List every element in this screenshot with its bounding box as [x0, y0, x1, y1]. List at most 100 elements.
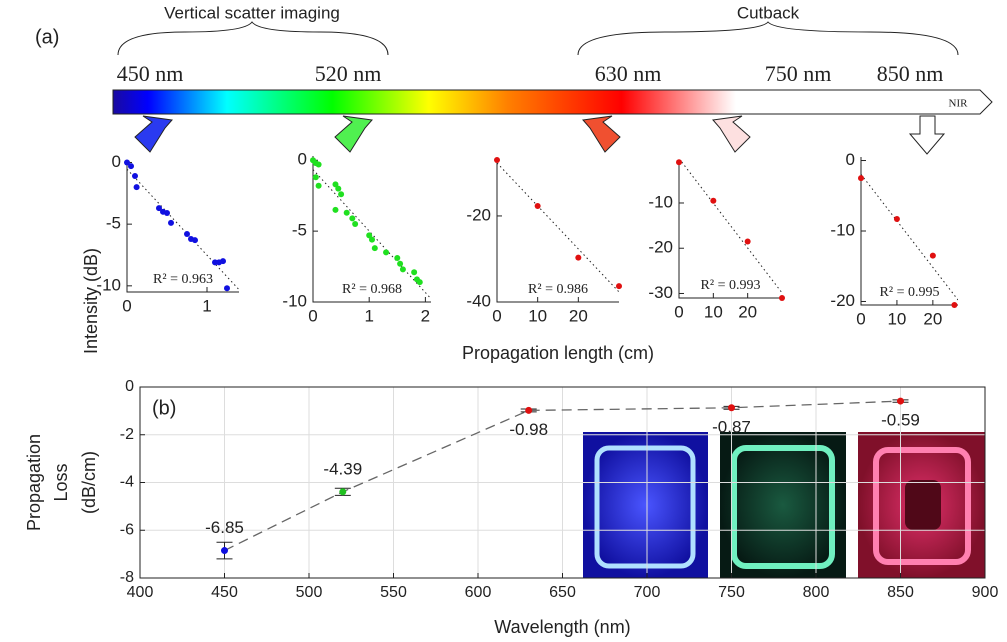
point — [416, 279, 423, 286]
value-label: -0.59 — [881, 411, 920, 430]
point — [369, 236, 375, 243]
point — [676, 159, 682, 166]
x-tick-label: 0 — [492, 306, 501, 325]
y-axis-label: Loss — [51, 463, 71, 501]
x-tick-label: 20 — [923, 309, 942, 328]
axes — [860, 157, 958, 306]
x-tick-label: 650 — [549, 584, 576, 601]
value-label: -0.87 — [712, 417, 751, 436]
value-label: -4.39 — [323, 459, 362, 478]
point — [383, 249, 390, 256]
x-tick-label: 400 — [127, 584, 154, 601]
y-tick-label: -5 — [292, 221, 307, 240]
y-tick-label: -10 — [830, 220, 855, 239]
y-tick-label: -8 — [120, 569, 134, 586]
panel-label: (a) — [35, 26, 59, 48]
y-tick-label: -10 — [96, 275, 121, 294]
x-tick-label: 10 — [887, 309, 906, 328]
point — [339, 488, 347, 496]
photo — [583, 432, 708, 578]
x-tick-label: 20 — [738, 302, 757, 321]
wavelength-label: 450 nm — [117, 61, 184, 86]
point — [335, 185, 342, 192]
point — [929, 252, 936, 259]
x-tick-label: 900 — [972, 584, 999, 601]
point — [220, 258, 226, 265]
fit-line — [127, 168, 239, 290]
point — [315, 182, 322, 189]
arrow — [712, 115, 751, 153]
point — [332, 181, 339, 188]
x-tick-label: 2 — [421, 306, 430, 325]
arrow — [134, 115, 173, 153]
point — [525, 406, 533, 414]
value-label: -6.85 — [205, 518, 244, 537]
point — [951, 302, 958, 308]
fit-line — [679, 160, 782, 294]
axes-box — [139, 386, 986, 579]
fit-line — [497, 162, 619, 293]
y-tick-label: -5 — [106, 214, 121, 233]
point — [371, 245, 378, 252]
group-label: Vertical scatter imaging — [164, 3, 340, 22]
point — [710, 197, 717, 204]
y-tick-label: -2 — [120, 426, 134, 443]
x-tick-label: 0 — [122, 296, 131, 315]
point — [779, 295, 785, 301]
x-tick-label: 450 — [211, 584, 238, 601]
x-tick-label: 500 — [296, 584, 323, 601]
point — [366, 232, 373, 239]
brace — [117, 21, 389, 56]
point — [394, 255, 401, 262]
point — [184, 231, 190, 238]
annotation: R² = 0.963 — [153, 272, 213, 287]
point — [124, 159, 130, 166]
point — [534, 203, 541, 210]
spectrum-bar — [112, 89, 993, 115]
x-tick-label: 550 — [380, 584, 407, 601]
photo-ring — [594, 445, 696, 569]
point — [411, 269, 418, 276]
axes — [312, 156, 431, 303]
y-tick-label: -40 — [466, 291, 491, 310]
y-axis-label: Intensity (dB) — [81, 248, 101, 354]
x-tick-label: 850 — [887, 584, 914, 601]
point — [349, 215, 356, 222]
arrow — [334, 115, 373, 153]
point — [156, 205, 162, 212]
point — [728, 404, 735, 412]
point — [164, 210, 170, 217]
x-tick-label: 600 — [465, 584, 492, 601]
x-tick-label: 10 — [704, 302, 723, 321]
wavelength-label: 750 nm — [765, 61, 832, 86]
arrow — [908, 115, 946, 155]
y-tick-label: -30 — [648, 283, 673, 302]
x-tick-label: 0 — [308, 306, 317, 325]
point — [338, 191, 345, 198]
y-tick-label: -20 — [830, 291, 855, 310]
y-tick-label: -6 — [120, 521, 134, 538]
axes — [678, 160, 782, 299]
point — [132, 173, 138, 180]
point — [221, 547, 228, 555]
x-tick-label: 1 — [364, 306, 373, 325]
point — [168, 219, 174, 226]
y-tick-label: -10 — [648, 192, 673, 211]
point — [858, 175, 864, 182]
point — [315, 161, 322, 168]
y-axis-label: (dB/cm) — [79, 451, 99, 514]
photo-core — [905, 480, 941, 530]
annotation: R² = 0.986 — [528, 282, 588, 297]
y-tick-label: -4 — [120, 474, 134, 491]
group-label: Cutback — [737, 3, 800, 22]
brace — [577, 21, 959, 56]
point — [575, 254, 582, 261]
x-axis-label: Wavelength (nm) — [494, 617, 630, 637]
band-label: NIR — [949, 98, 969, 110]
point — [616, 283, 622, 290]
x-tick-label: 10 — [528, 306, 547, 325]
wavelength-label: 630 nm — [595, 61, 662, 86]
point — [192, 237, 198, 244]
annotation: R² = 0.993 — [701, 278, 761, 293]
